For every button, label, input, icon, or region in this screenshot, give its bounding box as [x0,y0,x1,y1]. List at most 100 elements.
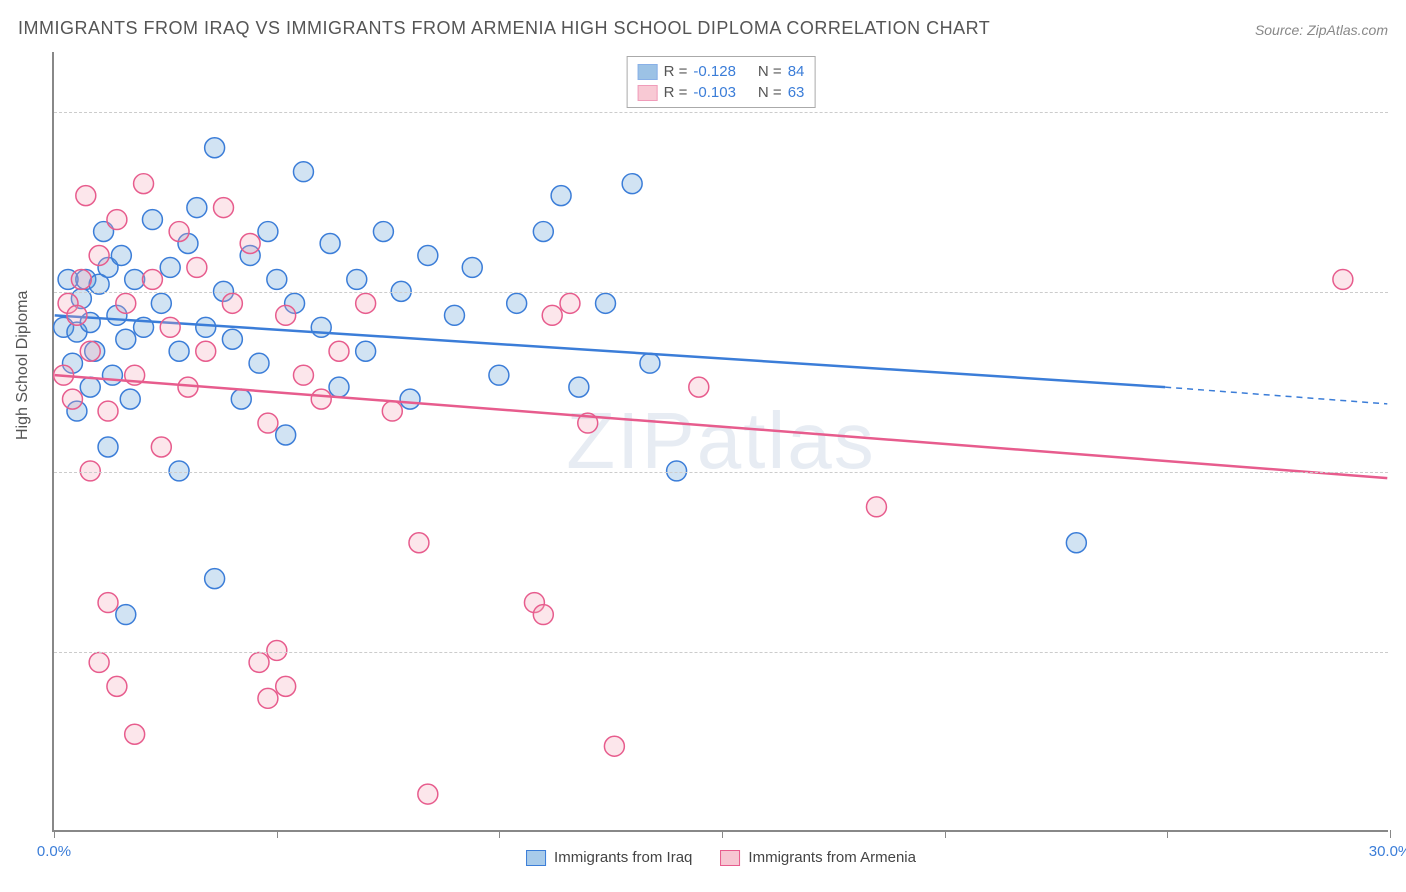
chart-plot-area: ZIPatlas R = -0.128 N = 84 R = -0.103 N … [52,52,1388,832]
data-point [134,174,154,194]
data-point [667,461,687,481]
legend-series-names: Immigrants from Iraq Immigrants from Arm… [526,849,916,866]
data-point [98,401,118,421]
data-point [187,257,207,277]
gridline-h [54,472,1388,473]
data-point [689,377,709,397]
data-point [596,293,616,313]
data-point [151,293,171,313]
data-point [276,676,296,696]
data-point [151,437,171,457]
x-tick [499,830,500,838]
data-point [249,353,269,373]
data-point [400,389,420,409]
swatch-bottom-2 [720,850,740,866]
chart-svg [54,52,1388,830]
data-point [258,688,278,708]
data-point [111,246,131,266]
legend-n-label: N = [758,63,782,80]
x-tick [54,830,55,838]
data-point [80,461,100,481]
y-axis-label: High School Diploma [14,291,32,440]
x-tick-label: 0.0% [37,843,71,860]
legend-r-label: R = [664,63,688,80]
data-point [249,652,269,672]
chart-title: IMMIGRANTS FROM IRAQ VS IMMIGRANTS FROM … [18,18,990,39]
data-point [551,186,571,206]
legend-item-1: Immigrants from Iraq [526,849,692,866]
data-point [507,293,527,313]
data-point [63,389,83,409]
y-tick-label: 77.5% [1398,644,1406,661]
legend-label-2: Immigrants from Armenia [748,849,916,866]
data-point [205,138,225,158]
gridline-h [54,292,1388,293]
x-tick [722,830,723,838]
data-point [80,377,100,397]
data-point [329,377,349,397]
data-point [71,269,91,289]
data-point [142,269,162,289]
data-point [196,317,216,337]
data-point [445,305,465,325]
legend-n-label-2: N = [758,84,782,101]
x-tick [1390,830,1391,838]
x-tick [1167,830,1168,838]
data-point [107,676,127,696]
data-point [320,234,340,254]
data-point [489,365,509,385]
data-point [169,461,189,481]
data-point [329,341,349,361]
data-point [120,389,140,409]
swatch-bottom-1 [526,850,546,866]
data-point [89,652,109,672]
legend-r-value-1: -0.128 [693,63,736,80]
data-point [418,784,438,804]
data-point [116,605,136,625]
legend-row-series-2: R = -0.103 N = 63 [638,82,805,103]
data-point [258,413,278,433]
data-point [569,377,589,397]
regression-line-dashed [1165,387,1387,404]
legend-item-2: Immigrants from Armenia [720,849,916,866]
data-point [293,162,313,182]
source-attribution: Source: ZipAtlas.com [1255,22,1388,38]
data-point [604,736,624,756]
legend-label-1: Immigrants from Iraq [554,849,692,866]
data-point [160,257,180,277]
data-point [276,425,296,445]
legend-n-value-1: 84 [788,63,805,80]
data-point [76,186,96,206]
data-point [542,305,562,325]
y-tick-label: 100.0% [1398,104,1406,121]
x-tick-label: 30.0% [1369,843,1406,860]
data-point [102,365,122,385]
legend-row-series-1: R = -0.128 N = 84 [638,61,805,82]
data-point [80,341,100,361]
data-point [142,210,162,230]
data-point [196,341,216,361]
data-point [107,210,127,230]
data-point [356,341,376,361]
data-point [160,317,180,337]
data-point [347,269,367,289]
data-point [116,293,136,313]
data-point [258,222,278,242]
data-point [382,401,402,421]
data-point [1333,269,1353,289]
data-point [462,257,482,277]
data-point [98,437,118,457]
data-point [98,593,118,613]
data-point [409,533,429,553]
data-point [169,222,189,242]
data-point [640,353,660,373]
data-point [311,389,331,409]
data-point [125,269,145,289]
legend-r-value-2: -0.103 [693,84,736,101]
data-point [240,234,260,254]
gridline-h [54,652,1388,653]
data-point [622,174,642,194]
data-point [222,293,242,313]
data-point [205,569,225,589]
data-point [169,341,189,361]
